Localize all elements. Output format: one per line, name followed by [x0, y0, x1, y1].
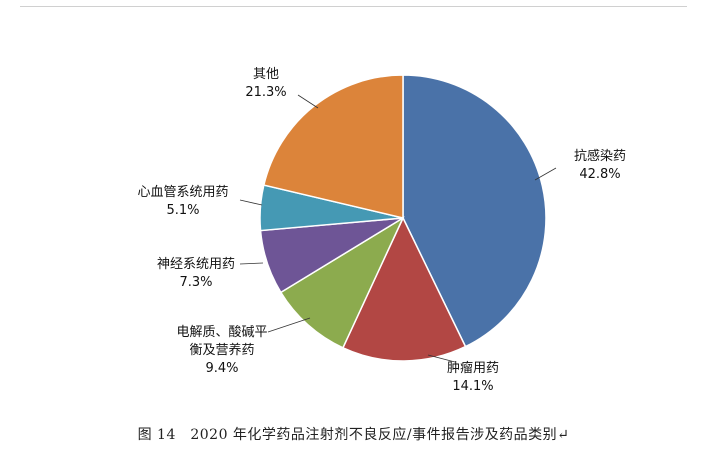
pie-slice [341, 216, 467, 362]
leader-line [267, 317, 311, 333]
slice-label: 心血管系统用药 [137, 185, 228, 200]
leader-line [534, 167, 557, 181]
leader-line [239, 199, 263, 206]
slice-value-label: 5.1% [166, 203, 199, 218]
slice-label: 抗感染药 [574, 148, 626, 164]
slice-value-label: 9.4% [205, 361, 238, 376]
pie-slices [259, 74, 547, 362]
pie-slice [402, 74, 547, 348]
slice-label: 其他 [253, 67, 279, 82]
slice-value-label: 14.1% [452, 379, 493, 394]
slice-label: 肿瘤用药 [447, 360, 499, 376]
slice-label: 衡及营养药 [189, 342, 254, 358]
slice-label: 电解质、酸碱平 [176, 325, 267, 340]
slice-value-label: 21.3% [245, 85, 286, 100]
slice-label: 神经系统用药 [157, 257, 235, 272]
slice-value-label: 42.8% [579, 167, 620, 182]
leader-line [427, 354, 456, 363]
frame-top-line [20, 6, 687, 7]
pie-slice [279, 216, 405, 349]
leader-line [297, 94, 319, 109]
leader-line [239, 262, 264, 265]
slice-value-label: 7.3% [179, 275, 212, 290]
figure-caption: 图 14 2020 年化学药品注射剂不良反应/事件报告涉及药品类别↵ [137, 427, 570, 443]
